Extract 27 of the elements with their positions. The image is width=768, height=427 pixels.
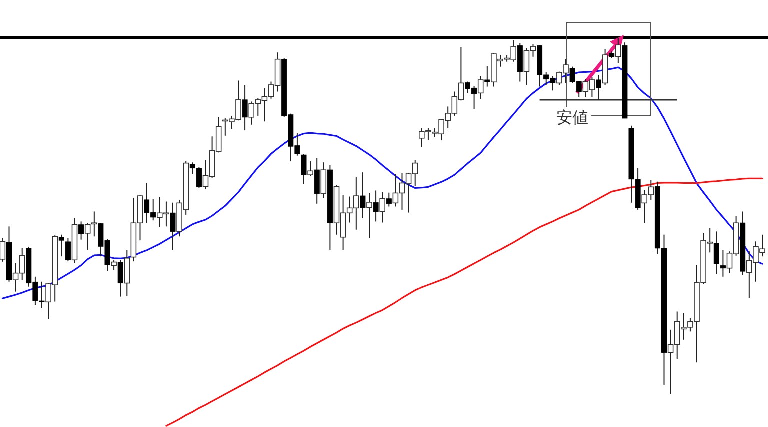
candlestick <box>301 154 307 184</box>
candlestick <box>714 231 720 275</box>
candlestick <box>242 84 248 132</box>
candlestick <box>366 192 372 239</box>
candlestick <box>478 76 484 100</box>
candlestick <box>380 192 386 224</box>
candlestick <box>320 162 327 199</box>
candlestick <box>360 172 366 219</box>
candlestick <box>720 250 726 278</box>
candlestick <box>386 192 392 208</box>
candlestick <box>92 211 98 238</box>
candlestick <box>58 234 64 258</box>
candlestick <box>314 158 320 204</box>
candlestick <box>78 221 84 240</box>
candlestick <box>484 66 490 88</box>
annotation: 安値 <box>556 108 589 127</box>
candlestick <box>308 161 314 177</box>
candlestick <box>596 74 602 100</box>
candlestick <box>170 202 176 252</box>
candlestick <box>111 260 117 271</box>
candlestick <box>39 281 45 309</box>
candlestick <box>0 238 6 262</box>
candlestick <box>65 238 71 262</box>
candlestick <box>373 190 379 222</box>
candlestick <box>616 38 622 64</box>
candlestick <box>84 222 91 251</box>
candlestick <box>118 260 124 298</box>
